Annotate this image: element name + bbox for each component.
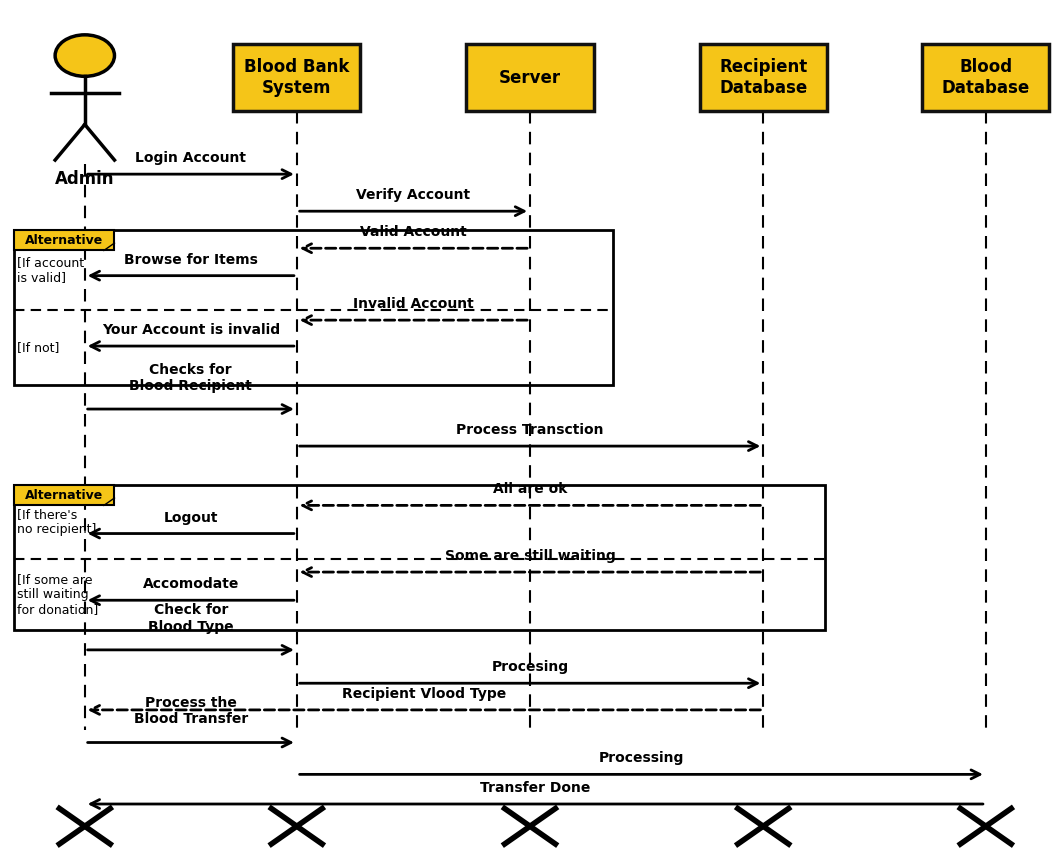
Text: Blood Bank
System: Blood Bank System bbox=[244, 58, 350, 97]
Text: Valid Account: Valid Account bbox=[360, 225, 466, 239]
Text: Login Account: Login Account bbox=[136, 151, 246, 166]
Bar bbox=[14, 230, 114, 251]
Bar bbox=[14, 230, 613, 385]
Bar bbox=[700, 44, 827, 111]
Text: Procesing: Procesing bbox=[492, 661, 568, 675]
Text: Your Account is invalid: Your Account is invalid bbox=[102, 323, 280, 337]
Text: Blood
Database: Blood Database bbox=[941, 58, 1030, 97]
Text: Process Transction: Process Transction bbox=[456, 423, 604, 437]
Text: Verify Account: Verify Account bbox=[356, 188, 471, 202]
Bar bbox=[14, 485, 825, 629]
Text: Browse for Items: Browse for Items bbox=[124, 253, 258, 267]
Text: Checks for
Blood Recipient: Checks for Blood Recipient bbox=[129, 362, 252, 393]
Text: Server: Server bbox=[499, 68, 561, 87]
Text: Admin: Admin bbox=[55, 171, 114, 188]
Text: Some are still waiting: Some are still waiting bbox=[444, 549, 616, 564]
Text: Transfer Done: Transfer Done bbox=[480, 781, 590, 795]
Text: Recipient Vlood Type: Recipient Vlood Type bbox=[342, 687, 506, 701]
Text: Logout: Logout bbox=[163, 511, 218, 525]
Text: [If there's
no recipient]: [If there's no recipient] bbox=[17, 508, 96, 536]
Bar bbox=[922, 44, 1049, 111]
Text: [If some are
still waiting
for donation]: [If some are still waiting for donation] bbox=[17, 573, 99, 616]
Text: Alternative: Alternative bbox=[25, 488, 103, 501]
Text: Check for
Blood Type: Check for Blood Type bbox=[148, 603, 233, 634]
Text: Process the
Blood Transfer: Process the Blood Transfer bbox=[134, 696, 248, 727]
Bar bbox=[14, 485, 114, 505]
Bar bbox=[233, 44, 360, 111]
Circle shape bbox=[55, 35, 114, 76]
Text: All are ok: All are ok bbox=[493, 483, 567, 497]
Text: [If account
is valid]: [If account is valid] bbox=[17, 256, 84, 284]
Bar bbox=[466, 44, 594, 111]
Text: Processing: Processing bbox=[599, 752, 684, 766]
Text: [If not]: [If not] bbox=[17, 341, 59, 354]
Text: Accomodate: Accomodate bbox=[143, 577, 238, 591]
Text: Recipient
Database: Recipient Database bbox=[719, 58, 808, 97]
Text: Alternative: Alternative bbox=[25, 233, 103, 246]
Text: Invalid Account: Invalid Account bbox=[353, 297, 474, 311]
